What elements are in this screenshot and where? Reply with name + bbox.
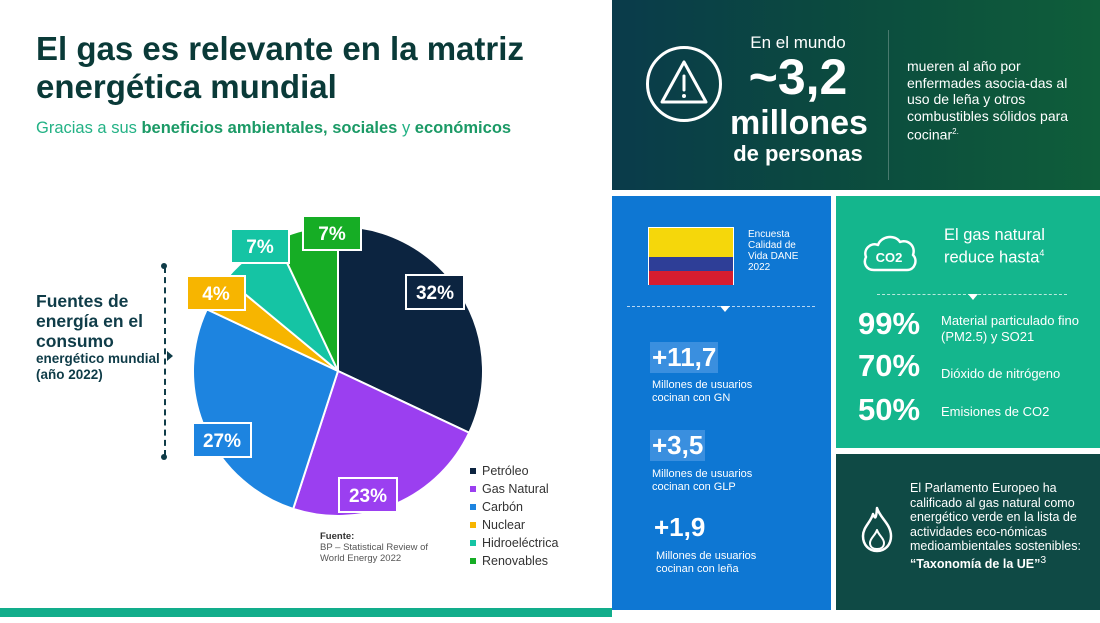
co2-cloud-icon: CO2 bbox=[863, 235, 917, 272]
subtitle-prefix: Gracias a sus bbox=[36, 119, 137, 137]
legend-swatch bbox=[470, 504, 476, 510]
subtitle-environmental: beneficios ambientales, bbox=[141, 119, 328, 137]
page-title: El gas es relevante en la matriz energét… bbox=[36, 30, 524, 105]
deaths-number: ~3,2 bbox=[748, 49, 848, 105]
pie-label-renovables: 7% bbox=[302, 216, 362, 251]
stat-gn-label: Millones de usuarios cocinan con GN bbox=[652, 379, 753, 404]
source-label: Fuente: bbox=[320, 531, 355, 542]
deaths-intro: En el mundo bbox=[750, 33, 846, 52]
stat-glp-label: Millones de usuarios cocinan con GLP bbox=[652, 468, 753, 493]
svg-text:23%: 23% bbox=[349, 486, 387, 507]
chart-side-label: Fuentes de energía en el consumo energét… bbox=[36, 291, 166, 383]
pie-label-gas-natural: 23% bbox=[338, 477, 398, 513]
legend-label: Carbón bbox=[482, 500, 523, 514]
deaths-description: mueren al año por enfermades asocia-das … bbox=[907, 58, 1072, 143]
legend-item: Gas Natural bbox=[470, 480, 558, 498]
divider-dot-bottom bbox=[161, 454, 167, 460]
reduction-co2-label: Emisiones de CO2 bbox=[941, 404, 1050, 419]
legend-label: Renovables bbox=[482, 554, 549, 568]
legend-label: Hidroeléctrica bbox=[482, 536, 559, 550]
eu-taxonomy-body: El Parlamento Europeo ha calificado al g… bbox=[910, 481, 1081, 553]
subtitle-economic: económicos bbox=[414, 119, 512, 137]
subtitle-social: sociales bbox=[332, 119, 398, 137]
emissions-title-text: El gas natural reduce hasta bbox=[944, 226, 1045, 267]
side-divider bbox=[161, 263, 173, 460]
bottom-accent-bar bbox=[0, 608, 612, 617]
chart-legend: Petróleo Gas Natural Carbón Nuclear Hidroelé… bbox=[470, 462, 558, 570]
blue-divider-arrow bbox=[720, 306, 730, 312]
svg-text:32%: 32% bbox=[416, 283, 454, 304]
energy-pie-chart: 32% 23% 27% 4% 7% 7% bbox=[188, 216, 484, 517]
reduction-co2-pct: 50% bbox=[858, 392, 921, 427]
legend-swatch bbox=[470, 468, 476, 474]
deaths-unit-2: de personas bbox=[733, 141, 863, 166]
legend-label: Gas Natural bbox=[482, 482, 549, 496]
pie-label-carb-n: 27% bbox=[192, 422, 252, 458]
survey-source: Encuesta Calidad de Vida DANE 2022 bbox=[748, 229, 799, 273]
legend-swatch bbox=[470, 558, 476, 564]
deaths-description-ref: 2. bbox=[952, 127, 959, 136]
flame-icon bbox=[861, 506, 893, 553]
source-line-2: World Energy 2022 bbox=[320, 553, 402, 564]
eu-taxonomy-ref: 3 bbox=[1040, 554, 1047, 566]
green-divider-arrow bbox=[968, 294, 978, 300]
stat-gn-number: +11,7 bbox=[650, 342, 719, 373]
reduction-no2-label: Dióxido de nitrógeno bbox=[941, 366, 1061, 381]
emissions-title-ref: 4 bbox=[1039, 248, 1045, 258]
svg-text:27%: 27% bbox=[203, 431, 241, 452]
legend-item: Petróleo bbox=[470, 462, 558, 480]
legend-swatch bbox=[470, 486, 476, 492]
reduction-pm-pct: 99% bbox=[858, 306, 921, 341]
emissions-title: El gas natural reduce hasta4 bbox=[944, 226, 1084, 267]
reduction-no2-pct: 70% bbox=[858, 348, 921, 383]
legend-swatch bbox=[470, 540, 476, 546]
stat-glp-number: +3,5 bbox=[650, 430, 706, 461]
legend-item: Nuclear bbox=[470, 516, 558, 534]
divider-dot-top bbox=[161, 263, 167, 269]
deaths-description-text: mueren al año por enfermades asocia-das … bbox=[907, 58, 1069, 143]
emissions-panel bbox=[836, 196, 1100, 448]
side-label-sub: energético mundial (año 2022) bbox=[36, 351, 160, 382]
legend-item: Hidroeléctrica bbox=[470, 534, 558, 552]
legend-item: Renovables bbox=[470, 552, 558, 570]
svg-text:7%: 7% bbox=[318, 224, 346, 245]
panel-divider bbox=[888, 30, 889, 180]
deaths-unit-1: millones bbox=[730, 104, 868, 142]
svg-text:7%: 7% bbox=[246, 237, 274, 258]
svg-text:4%: 4% bbox=[202, 284, 230, 305]
eu-taxonomy-text: El Parlamento Europeo ha calificado al g… bbox=[910, 481, 1088, 571]
warning-icon bbox=[646, 46, 722, 122]
legend-label: Nuclear bbox=[482, 518, 526, 532]
legend-swatch bbox=[470, 522, 476, 528]
stat-wood-label: Millones de usuarios cocinan con leña bbox=[656, 550, 757, 575]
page-subtitle: Gracias a sus beneficios ambientales, so… bbox=[36, 119, 511, 138]
stat-wood-number: +1,9 bbox=[654, 512, 706, 542]
side-label-main: Fuentes de energía en el consumo bbox=[36, 291, 143, 351]
legend-label: Petróleo bbox=[482, 464, 529, 478]
pie-label-petr-leo: 32% bbox=[405, 274, 465, 310]
source-note: Fuente: BP – Statistical Review of World… bbox=[320, 531, 428, 564]
subtitle-connector: y bbox=[401, 119, 411, 137]
legend-item: Carbón bbox=[470, 498, 558, 516]
colombia-flag-icon bbox=[648, 227, 734, 285]
source-line-1: BP – Statistical Review of bbox=[320, 542, 429, 553]
eu-taxonomy-panel bbox=[836, 454, 1100, 610]
eu-taxonomy-bold: “Taxonomía de la UE” bbox=[910, 556, 1041, 571]
reduction-pm-label: Material particulado fino (PM2.5) y SO21 bbox=[941, 313, 1080, 344]
pie-label-nuclear: 4% bbox=[188, 275, 246, 311]
pie-label-hidroel-ctrica: 7% bbox=[230, 228, 290, 264]
co2-icon-text: CO2 bbox=[876, 250, 903, 265]
divider-arrow bbox=[167, 351, 173, 361]
